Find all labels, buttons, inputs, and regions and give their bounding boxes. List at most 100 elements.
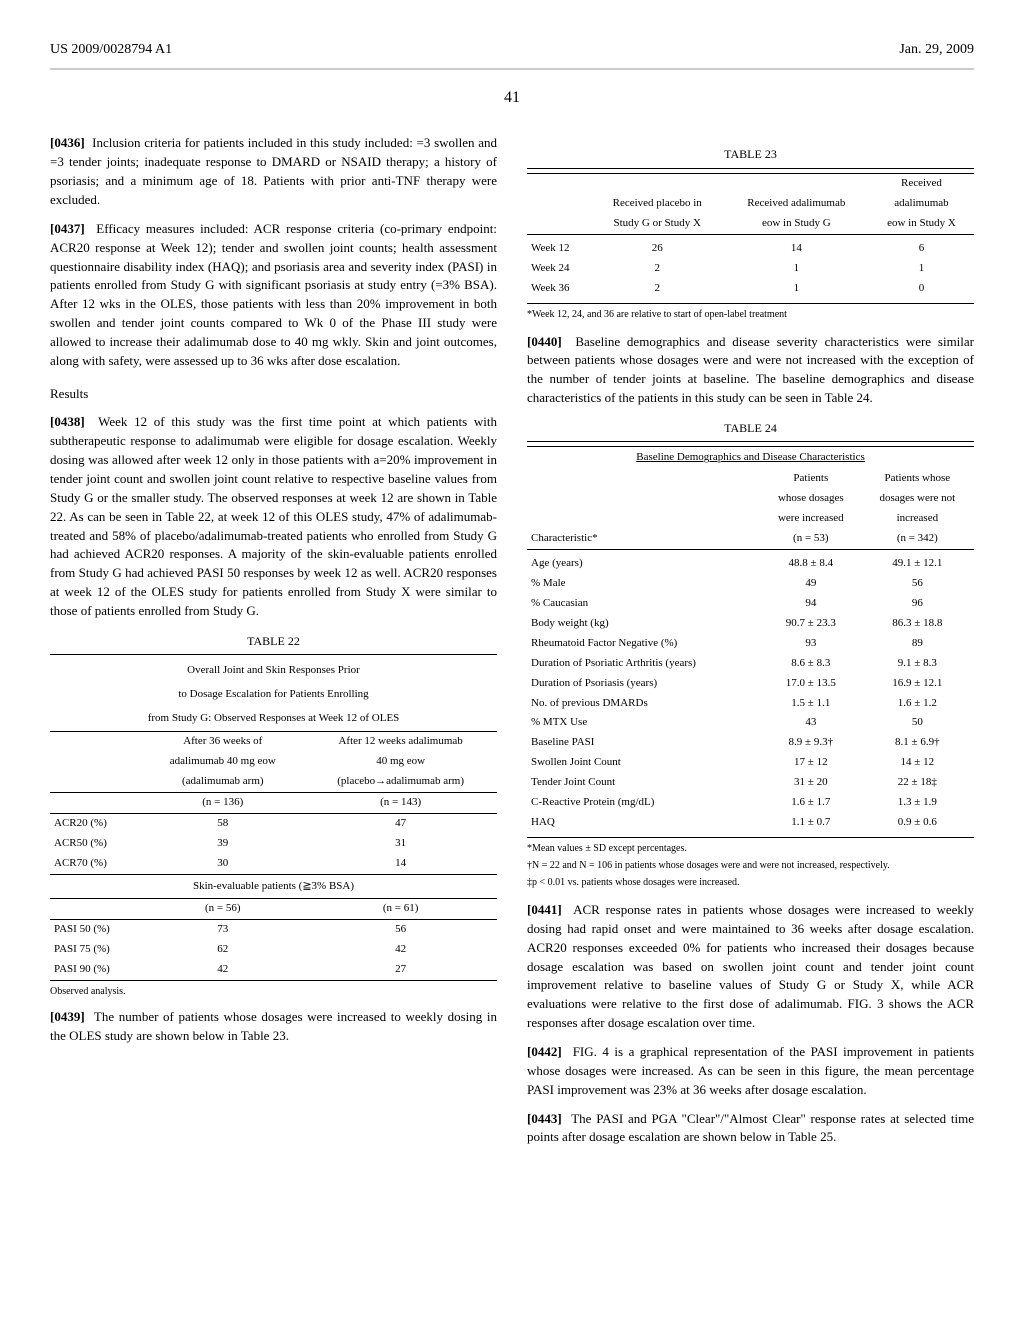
t24-dpa-v2: 9.1 ± 8.3	[861, 654, 974, 674]
t24-dp-v1: 17.0 ± 13.5	[761, 674, 861, 694]
t24-crp-v1: 1.6 ± 1.7	[761, 793, 861, 813]
t22-pasi90-v2: 27	[304, 960, 497, 980]
t22-acr50-v1: 39	[141, 834, 304, 854]
t22-c2h3: (placebo→adalimumab arm)	[304, 772, 497, 792]
t23-w12-v1: 26	[591, 239, 724, 259]
t23-w12-v2: 14	[724, 239, 869, 259]
t24-pasi-v2: 8.1 ± 6.9†	[861, 733, 974, 753]
t24-c2h1: Patients whose	[861, 469, 974, 489]
paragraph-0437: [0437] Efficacy measures included: ACR r…	[50, 220, 497, 371]
t24-sjc-v1: 17 ± 12	[761, 753, 861, 773]
t24-c1h2: whose dosages	[761, 489, 861, 509]
t22-c2h1: After 12 weeks adalimumab	[304, 731, 497, 751]
table23-footnote: *Week 12, 24, and 36 are relative to sta…	[527, 308, 974, 321]
paragraph-0438: [0438] Week 12 of this study was the fir…	[50, 413, 497, 620]
t24-male-l: % Male	[527, 574, 761, 594]
t24-c1h4: (n = 53)	[761, 529, 861, 549]
t22-acr70-l: ACR70 (%)	[50, 854, 141, 874]
table24-footnote2: †N = 22 and N = 106 in patients whose do…	[527, 859, 974, 872]
t24-title: Baseline Demographics and Disease Charac…	[527, 447, 974, 469]
t22-pasi75-v1: 62	[141, 940, 304, 960]
para-num-0443: [0443]	[527, 1111, 562, 1126]
t24-dpa-v1: 8.6 ± 8.3	[761, 654, 861, 674]
t24-male-v2: 56	[861, 574, 974, 594]
t24-mtx-v2: 50	[861, 713, 974, 733]
t23-w12-l: Week 12	[527, 239, 591, 259]
t24-dmard-v2: 1.6 ± 1.2	[861, 694, 974, 714]
t22-acr20-v1: 58	[141, 813, 304, 833]
t23-w36-l: Week 36	[527, 279, 591, 299]
t22-skin-n2: (n = 61)	[304, 899, 497, 920]
t22-acr70-v2: 14	[304, 854, 497, 874]
t24-haq-l: HAQ	[527, 813, 761, 833]
t22-acr50-l: ACR50 (%)	[50, 834, 141, 854]
t24-age-l: Age (years)	[527, 554, 761, 574]
paragraph-0436: [0436] Inclusion criteria for patients i…	[50, 134, 497, 209]
t24-c2h4: (n = 342)	[861, 529, 974, 549]
t24-pasi-l: Baseline PASI	[527, 733, 761, 753]
para-text-0439: The number of patients whose dosages wer…	[50, 1009, 497, 1043]
t22-acr50-v2: 31	[304, 834, 497, 854]
t24-cauc-v2: 96	[861, 594, 974, 614]
t24-tjc-v2: 22 ± 18‡	[861, 773, 974, 793]
table22: Overall Joint and Skin Responses Prior t…	[50, 654, 497, 981]
t22-n1: (n = 136)	[141, 792, 304, 813]
page-header: US 2009/0028794 A1 Jan. 29, 2009	[50, 40, 974, 68]
table22-title2: to Dosage Escalation for Patients Enroll…	[50, 683, 497, 707]
t24-cauc-l: % Caucasian	[527, 594, 761, 614]
t22-acr20-l: ACR20 (%)	[50, 813, 141, 833]
t24-male-v1: 49	[761, 574, 861, 594]
para-text-0440: Baseline demographics and disease severi…	[527, 334, 974, 406]
t23-c2h2: eow in Study G	[724, 214, 869, 234]
para-num-0439: [0439]	[50, 1009, 85, 1024]
paragraph-0443: [0443] The PASI and PGA "Clear"/"Almost …	[527, 1110, 974, 1148]
t23-w24-v3: 1	[869, 259, 974, 279]
header-rule	[50, 68, 974, 70]
t22-pasi50-l: PASI 50 (%)	[50, 920, 141, 940]
t24-age-v1: 48.8 ± 8.4	[761, 554, 861, 574]
para-text-0443: The PASI and PGA "Clear"/"Almost Clear" …	[527, 1111, 974, 1145]
paragraph-0440: [0440] Baseline demographics and disease…	[527, 333, 974, 408]
t23-w24-l: Week 24	[527, 259, 591, 279]
t23-w24-v1: 2	[591, 259, 724, 279]
para-num-0437: [0437]	[50, 221, 85, 236]
publication-date: Jan. 29, 2009	[899, 40, 974, 60]
t24-dmard-l: No. of previous DMARDs	[527, 694, 761, 714]
t22-pasi50-v1: 73	[141, 920, 304, 940]
para-num-0436: [0436]	[50, 135, 85, 150]
para-text-0438: Week 12 of this study was the first time…	[50, 414, 497, 617]
table24-label: TABLE 24	[527, 420, 974, 437]
t24-mtx-v1: 43	[761, 713, 861, 733]
t24-c2h3: increased	[861, 509, 974, 529]
t24-bw-l: Body weight (kg)	[527, 614, 761, 634]
para-num-0441: [0441]	[527, 902, 562, 917]
t22-skin-n1: (n = 56)	[141, 899, 304, 920]
table22-title3: from Study G: Observed Responses at Week…	[50, 707, 497, 731]
t22-pasi90-l: PASI 90 (%)	[50, 960, 141, 980]
t22-c1h2: adalimumab 40 mg eow	[141, 752, 304, 772]
t23-c3h1: Received	[869, 173, 974, 193]
para-num-0442: [0442]	[527, 1044, 562, 1059]
t24-age-v2: 49.1 ± 12.1	[861, 554, 974, 574]
t22-acr70-v1: 30	[141, 854, 304, 874]
t24-dp-l: Duration of Psoriasis (years)	[527, 674, 761, 694]
publication-number: US 2009/0028794 A1	[50, 40, 172, 60]
t24-haq-v2: 0.9 ± 0.6	[861, 813, 974, 833]
t23-c3h3: eow in Study X	[869, 214, 974, 234]
t22-n2: (n = 143)	[304, 792, 497, 813]
t24-crp-l: C-Reactive Protein (mg/dL)	[527, 793, 761, 813]
table23: Received Received placebo inReceived ada…	[527, 168, 974, 304]
t24-cauc-v1: 94	[761, 594, 861, 614]
table22-footnote: Observed analysis.	[50, 985, 497, 998]
t22-c1h1: After 36 weeks of	[141, 731, 304, 751]
t23-c1h1: Received placebo in	[591, 194, 724, 214]
para-num-0440: [0440]	[527, 334, 562, 349]
t24-char-head: Characteristic*	[527, 529, 761, 549]
t23-w36-v1: 2	[591, 279, 724, 299]
t24-sjc-l: Swollen Joint Count	[527, 753, 761, 773]
t23-w36-v2: 1	[724, 279, 869, 299]
table22-label: TABLE 22	[50, 633, 497, 650]
t24-rf-v1: 93	[761, 634, 861, 654]
t24-rf-l: Rheumatoid Factor Negative (%)	[527, 634, 761, 654]
t24-mtx-l: % MTX Use	[527, 713, 761, 733]
